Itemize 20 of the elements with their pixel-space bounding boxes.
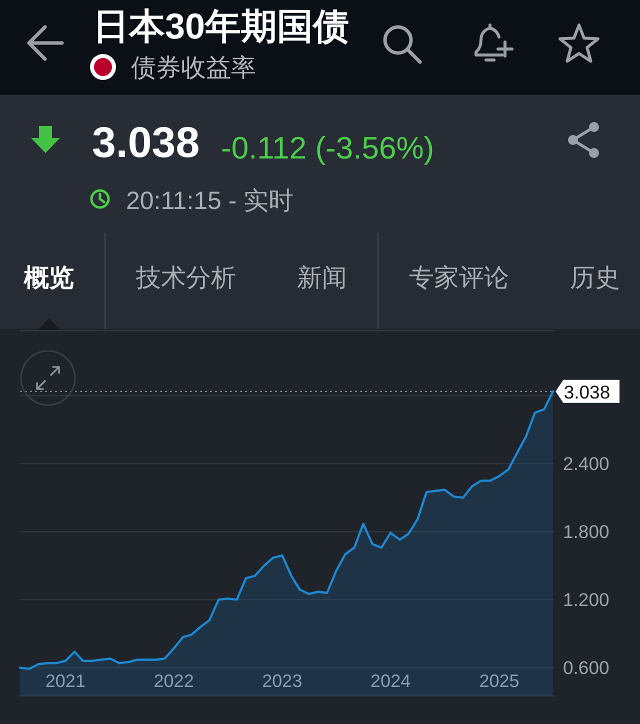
text: 技术分析 [135,264,236,292]
text: 20:11:15 - 实时 [126,187,294,215]
x-tick-label: 2022 [154,671,194,691]
x-tick-label: 2023 [262,671,302,691]
text: 3.038 [92,119,200,167]
y-tick-label: 1.800 [563,521,610,542]
text: 专家评论 [409,264,509,292]
chart-subtitle: 债券收益率 [131,54,256,82]
y-tick-label: 1.200 [563,589,610,610]
chart-title: 日本30年期国债 [93,6,350,46]
y-tick-label: 2.400 [563,453,610,474]
x-tick-label: 2025 [479,671,520,691]
text: 新闻 [297,264,347,292]
x-tick-label: 2024 [370,671,411,691]
text: -0.112 (-3.56%) [221,130,434,166]
text: 概览 [23,264,74,292]
ref-line-label: 3.038 [564,381,610,402]
y-tick-label: 0.600 [563,657,610,678]
text: 历史 [570,264,620,292]
x-tick-label: 2021 [45,671,86,691]
